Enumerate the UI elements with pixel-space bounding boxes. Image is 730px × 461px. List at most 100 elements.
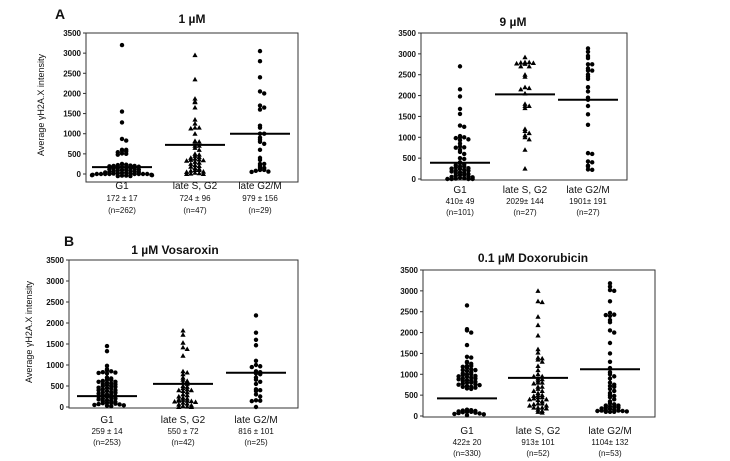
data-point: [473, 410, 478, 415]
n-label: (n=27): [576, 208, 600, 217]
data-point: [176, 387, 182, 393]
data-point: [253, 398, 259, 403]
data-point: [262, 161, 267, 167]
category-label: late S, G2: [161, 415, 206, 426]
data-point: [117, 402, 122, 407]
data-point: [109, 369, 114, 374]
data-point: [462, 151, 467, 157]
y-tick-label: 3000: [46, 277, 64, 286]
data-point: [607, 299, 613, 304]
data-point: [196, 139, 202, 144]
data-point: [253, 343, 259, 348]
data-point: [119, 42, 125, 48]
data-point: [462, 164, 467, 169]
y-tick-label: 2500: [46, 298, 64, 307]
data-point: [585, 122, 591, 127]
data-point: [96, 397, 101, 402]
data-point: [585, 62, 591, 67]
data-point: [192, 104, 198, 110]
data-point: [477, 411, 482, 416]
data-point: [466, 176, 471, 182]
data-point: [266, 169, 271, 174]
data-point: [460, 384, 465, 389]
data-point: [253, 362, 259, 368]
data-point: [607, 386, 613, 392]
data-point: [531, 401, 537, 407]
data-point: [113, 384, 118, 390]
data-point: [527, 396, 533, 402]
data-point: [539, 394, 545, 400]
data-point: [535, 397, 541, 403]
data-point: [477, 382, 482, 388]
data-point: [539, 384, 545, 389]
data-point: [257, 59, 263, 64]
data-point: [253, 168, 258, 173]
n-label: (n=101): [446, 208, 474, 217]
data-point: [109, 377, 114, 383]
data-point: [526, 130, 532, 136]
data-point: [456, 382, 461, 387]
y-axis-label: Average γH2A.X intensity: [36, 54, 46, 156]
data-point: [543, 396, 549, 402]
data-point: [607, 380, 613, 385]
data-point: [620, 408, 625, 414]
data-point: [535, 394, 541, 400]
data-point: [460, 381, 465, 386]
data-point: [257, 157, 263, 163]
data-point: [531, 380, 537, 386]
data-point: [514, 60, 520, 66]
y-tick-label: 1500: [63, 110, 81, 119]
category-label: late G2/M: [238, 181, 281, 192]
data-point: [607, 395, 613, 400]
data-point: [196, 160, 202, 165]
data-point: [176, 404, 182, 409]
panel-letter: A: [55, 6, 65, 22]
data-point: [253, 392, 259, 397]
data-point: [104, 348, 110, 354]
data-point: [535, 409, 541, 414]
mean-sem-label: 550 ± 72: [167, 427, 199, 436]
category-label: G1: [115, 181, 129, 192]
panel-letter: B: [64, 233, 74, 249]
data-point: [539, 376, 545, 382]
y-tick-label: 0: [60, 403, 65, 412]
y-tick-label: 2000: [63, 89, 81, 98]
data-point: [107, 171, 112, 177]
data-point: [136, 171, 141, 177]
data-point: [531, 395, 537, 401]
data-point: [196, 163, 202, 168]
data-point: [607, 409, 613, 415]
data-point: [607, 287, 613, 293]
data-point: [258, 388, 263, 393]
data-point: [257, 139, 263, 144]
data-point: [460, 367, 465, 373]
data-point: [121, 403, 127, 408]
data-point: [98, 171, 104, 177]
data-point: [96, 388, 101, 393]
data-point: [180, 403, 186, 409]
category-label: late S, G2: [173, 181, 218, 192]
data-point: [192, 162, 198, 168]
data-point: [473, 367, 478, 373]
data-point: [535, 349, 541, 355]
data-point: [539, 359, 545, 364]
data-point: [184, 369, 190, 375]
data-point: [249, 169, 254, 175]
data-point: [522, 165, 528, 171]
data-point: [464, 386, 470, 391]
n-label: (n=42): [171, 438, 195, 447]
data-point: [603, 409, 608, 415]
data-point: [257, 103, 263, 108]
chart-title: 0.1 µM Doxorubicin: [478, 251, 588, 265]
data-point: [585, 76, 591, 82]
y-tick-label: 1500: [46, 340, 64, 349]
chart-panel-3: 0 500 1000 1500 2000 2500 3000 3500 0.1 µM Doxor…: [400, 251, 656, 458]
category-label: late G2/M: [234, 415, 277, 426]
data-point: [192, 99, 198, 105]
data-point: [531, 393, 537, 398]
data-point: [526, 59, 532, 65]
data-point: [464, 342, 470, 348]
data-point: [590, 62, 595, 67]
data-point: [539, 299, 545, 305]
